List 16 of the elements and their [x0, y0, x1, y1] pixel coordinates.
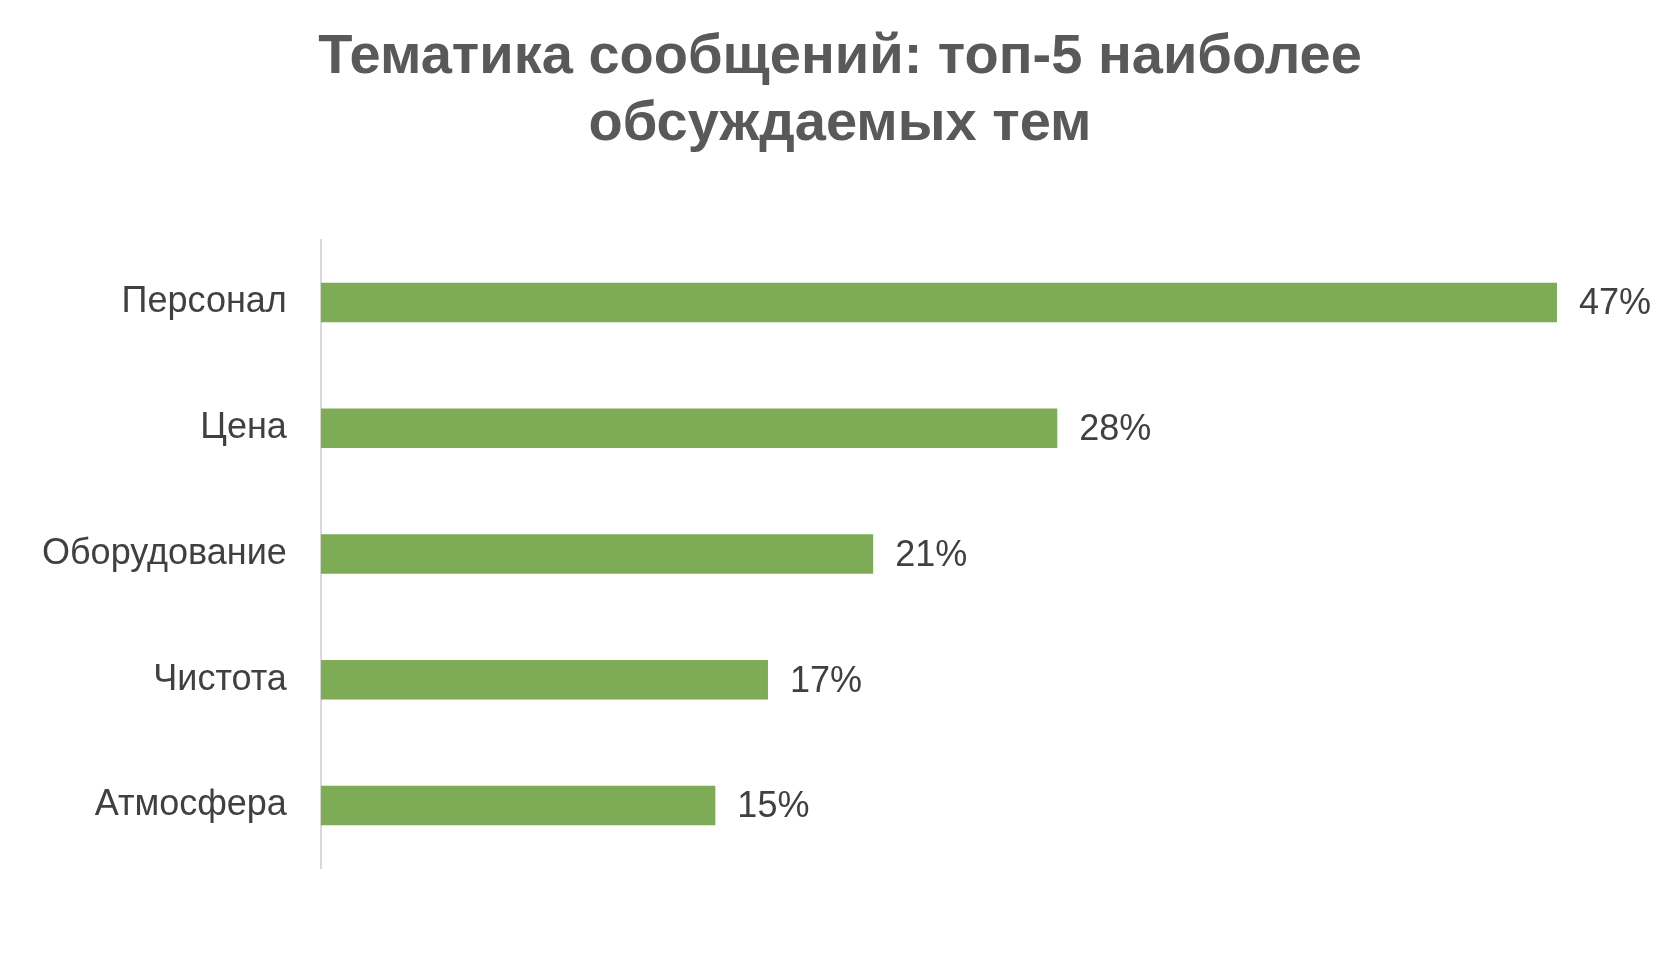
bar: [320, 283, 1557, 323]
data-label: 21%: [895, 533, 968, 575]
bar: [320, 408, 1058, 449]
bar: [320, 534, 874, 575]
y-tick-label: Цена: [200, 405, 288, 447]
y-tick-label: Атмосфера: [94, 782, 288, 824]
bar: [320, 786, 716, 826]
bar: [320, 660, 768, 700]
data-label: 28%: [1079, 407, 1152, 449]
chart-title: Тематика сообщений: топ-5 наиболее обсуждаемых тем: [317, 21, 1363, 155]
y-tick-label: Чистота: [153, 657, 288, 699]
data-label: 47%: [1579, 281, 1652, 323]
y-tick-label: Оборудование: [41, 531, 287, 573]
y-tick-label: Персонал: [121, 279, 287, 321]
data-label: 17%: [789, 659, 863, 701]
data-label: 15%: [737, 784, 810, 826]
